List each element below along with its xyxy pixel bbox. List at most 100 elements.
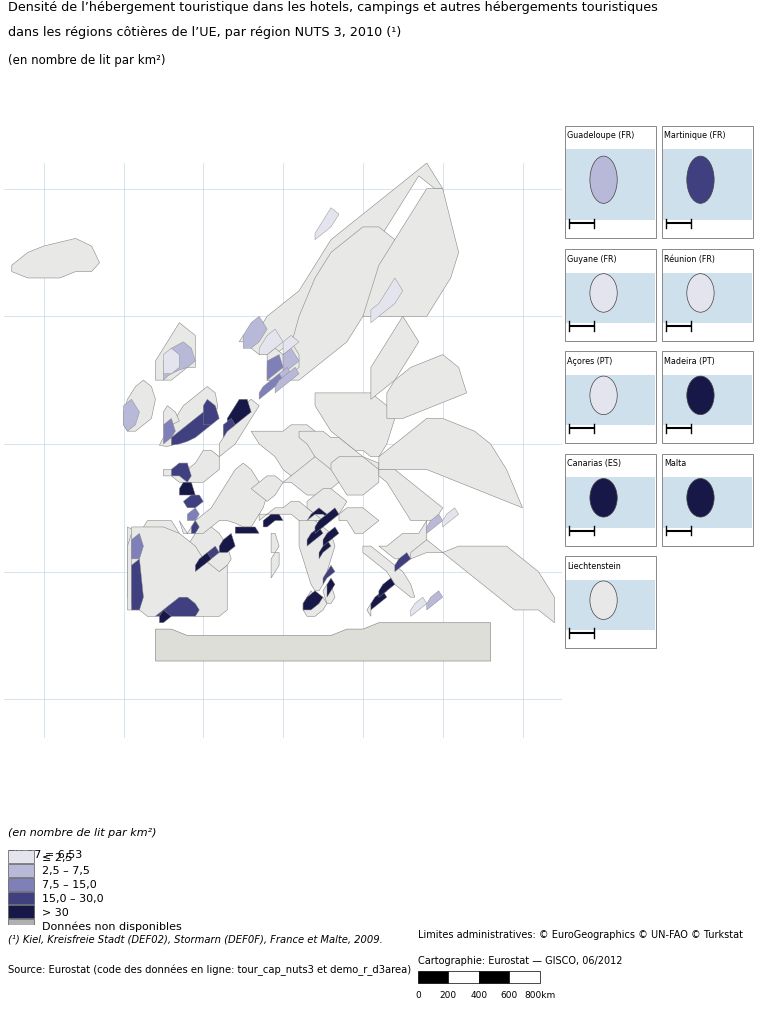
Bar <box>8 906 34 918</box>
Text: Cartographie: Eurostat — GISCO, 06/2012: Cartographie: Eurostat — GISCO, 06/2012 <box>418 955 622 966</box>
Polygon shape <box>387 355 467 419</box>
Polygon shape <box>367 591 387 617</box>
Polygon shape <box>220 534 236 553</box>
Bar <box>509 971 540 984</box>
Bar <box>8 864 34 877</box>
Polygon shape <box>303 591 327 617</box>
Text: 0: 0 <box>415 991 421 999</box>
Text: ≤ 2,5: ≤ 2,5 <box>42 852 72 861</box>
Bar <box>8 919 34 932</box>
Polygon shape <box>163 343 195 381</box>
Text: (en nombre de lit par km²): (en nombre de lit par km²) <box>8 827 156 837</box>
Polygon shape <box>160 387 217 447</box>
Text: Limites administratives: © EuroGeographics © UN-FAO © Turkstat: Limites administratives: © EuroGeographi… <box>418 929 743 939</box>
Bar <box>662 454 753 546</box>
Text: > 30: > 30 <box>42 907 68 917</box>
Text: Source: Eurostat (code des données en ligne: tour_cap_nuts3 et demo_r_d3area): Source: Eurostat (code des données en li… <box>8 963 410 976</box>
Polygon shape <box>251 426 323 476</box>
Text: (¹) Kiel, Kreisfreie Stadt (DEF02), Stormarn (DEF0F), France et Malte, 2009.: (¹) Kiel, Kreisfreie Stadt (DEF02), Stor… <box>8 934 382 943</box>
Polygon shape <box>307 528 323 547</box>
Polygon shape <box>315 509 339 534</box>
Bar <box>565 352 657 444</box>
Polygon shape <box>279 368 291 387</box>
Polygon shape <box>204 547 220 566</box>
Text: 7,5 – 15,0: 7,5 – 15,0 <box>42 880 97 890</box>
Polygon shape <box>327 578 335 598</box>
Bar <box>8 878 34 891</box>
Ellipse shape <box>590 157 617 204</box>
Bar <box>566 478 655 528</box>
Text: (en nombre de lit par km²): (en nombre de lit par km²) <box>8 54 165 67</box>
Polygon shape <box>275 368 299 393</box>
Polygon shape <box>239 164 442 355</box>
Polygon shape <box>283 349 299 374</box>
Polygon shape <box>268 349 283 381</box>
Polygon shape <box>371 317 419 400</box>
Polygon shape <box>259 374 283 400</box>
Text: 200: 200 <box>440 991 457 999</box>
Polygon shape <box>299 521 335 591</box>
Bar <box>566 376 655 426</box>
Text: Malta: Malta <box>664 459 686 468</box>
Polygon shape <box>283 336 299 355</box>
Polygon shape <box>299 432 378 470</box>
Text: Données non disponibles: Données non disponibles <box>42 920 182 931</box>
Polygon shape <box>204 400 220 426</box>
Bar <box>8 892 34 905</box>
Bar <box>566 273 655 324</box>
Polygon shape <box>307 509 331 521</box>
Polygon shape <box>131 528 227 617</box>
Polygon shape <box>187 451 220 483</box>
Polygon shape <box>128 534 147 611</box>
Polygon shape <box>319 540 331 559</box>
Polygon shape <box>163 406 179 426</box>
Ellipse shape <box>590 479 617 518</box>
Polygon shape <box>160 611 171 623</box>
Polygon shape <box>171 464 192 483</box>
Polygon shape <box>427 591 442 611</box>
Polygon shape <box>227 400 251 432</box>
Polygon shape <box>131 559 144 611</box>
Polygon shape <box>410 598 427 617</box>
Polygon shape <box>171 412 211 446</box>
Polygon shape <box>12 240 100 279</box>
Polygon shape <box>195 553 211 572</box>
Text: eurostat: eurostat <box>657 803 723 817</box>
Polygon shape <box>128 521 231 604</box>
Polygon shape <box>236 528 259 534</box>
Polygon shape <box>271 534 279 553</box>
Text: Açores (PT): Açores (PT) <box>567 357 613 366</box>
Polygon shape <box>220 400 259 457</box>
Bar <box>565 454 657 546</box>
Polygon shape <box>156 324 195 381</box>
Polygon shape <box>123 381 156 432</box>
Bar <box>565 557 657 648</box>
Polygon shape <box>315 515 331 534</box>
Polygon shape <box>183 495 204 509</box>
Bar <box>663 376 752 426</box>
Text: 2,5 – 7,5: 2,5 – 7,5 <box>42 865 90 876</box>
Polygon shape <box>323 566 335 584</box>
Bar <box>663 478 752 528</box>
Bar <box>565 250 657 342</box>
Polygon shape <box>271 553 279 578</box>
Polygon shape <box>395 553 410 572</box>
Ellipse shape <box>687 274 714 313</box>
Ellipse shape <box>687 377 714 416</box>
Text: Liechtenstein: Liechtenstein <box>567 561 621 570</box>
Polygon shape <box>179 464 268 534</box>
Bar <box>418 971 448 984</box>
Text: Madeira (PT): Madeira (PT) <box>664 357 715 366</box>
Polygon shape <box>378 419 523 509</box>
Polygon shape <box>163 349 179 374</box>
Polygon shape <box>187 509 199 521</box>
Polygon shape <box>259 330 283 355</box>
Polygon shape <box>131 534 144 559</box>
Polygon shape <box>303 591 323 611</box>
Polygon shape <box>123 400 140 432</box>
Polygon shape <box>378 470 442 521</box>
Polygon shape <box>283 457 339 495</box>
Polygon shape <box>263 515 283 528</box>
Bar <box>566 580 655 631</box>
Polygon shape <box>363 189 459 317</box>
